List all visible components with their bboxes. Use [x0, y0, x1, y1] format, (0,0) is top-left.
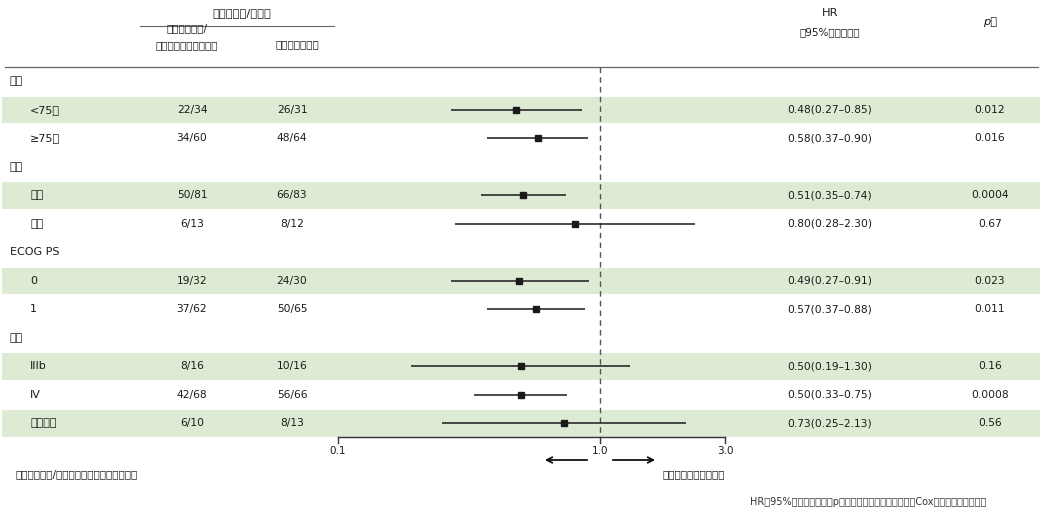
Text: 0.0004: 0.0004 [971, 190, 1009, 200]
Text: 8/16: 8/16 [180, 361, 204, 371]
Text: 6/13: 6/13 [180, 219, 204, 229]
Text: ドセタキセル群が良好: ドセタキセル群が良好 [663, 469, 726, 479]
FancyBboxPatch shape [2, 267, 1040, 294]
Text: 37/62: 37/62 [176, 304, 208, 314]
Text: 34/60: 34/60 [176, 133, 208, 143]
Text: 0.023: 0.023 [975, 276, 1005, 286]
Text: IV: IV [30, 390, 41, 400]
Text: 50/65: 50/65 [277, 304, 307, 314]
Text: アブラキサン/: アブラキサン/ [166, 23, 208, 33]
Text: 0.49(0.27–0.91): 0.49(0.27–0.91) [787, 276, 873, 286]
Text: 3.0: 3.0 [717, 446, 733, 457]
Text: 0.67: 0.67 [978, 219, 1002, 229]
Text: 病期: 病期 [10, 333, 23, 343]
Text: 0.48(0.27–0.85): 0.48(0.27–0.85) [787, 105, 873, 115]
Text: 0: 0 [30, 276, 37, 286]
Text: 66/83: 66/83 [277, 190, 307, 200]
Text: ECOG PS: ECOG PS [10, 247, 60, 257]
Text: 0.011: 0.011 [975, 304, 1005, 314]
Text: 42/68: 42/68 [176, 390, 208, 400]
Text: 8/13: 8/13 [280, 418, 304, 428]
Text: <75歳: <75歳 [30, 105, 60, 115]
Text: 24/30: 24/30 [277, 276, 307, 286]
Text: ドセタキセル群: ドセタキセル群 [276, 39, 318, 49]
Text: 術後再発: 術後再発 [30, 418, 56, 428]
Text: 男性: 男性 [30, 190, 43, 200]
Text: IIIb: IIIb [30, 361, 47, 371]
Text: 0.80(0.28–2.30): 0.80(0.28–2.30) [787, 219, 873, 229]
FancyBboxPatch shape [2, 182, 1040, 208]
Text: イベント数/症例数: イベント数/症例数 [213, 8, 271, 18]
Text: HR: HR [822, 8, 838, 18]
Text: 0.56: 0.56 [978, 418, 1002, 428]
FancyBboxPatch shape [2, 97, 1040, 123]
FancyBboxPatch shape [2, 353, 1040, 379]
Text: 0.57(0.37–0.88): 0.57(0.37–0.88) [787, 304, 873, 314]
Text: 0.50(0.19–1.30): 0.50(0.19–1.30) [787, 361, 873, 371]
Text: 0.1: 0.1 [330, 446, 347, 457]
Text: 26/31: 26/31 [277, 105, 307, 115]
Text: 0.58(0.37–0.90): 0.58(0.37–0.90) [787, 133, 873, 143]
Text: 0.51(0.35–0.74): 0.51(0.35–0.74) [787, 190, 873, 200]
Text: 8/12: 8/12 [280, 219, 304, 229]
Text: 0.50(0.33–0.75): 0.50(0.33–0.75) [787, 390, 873, 400]
Text: 0.16: 0.16 [978, 361, 1002, 371]
Text: 48/64: 48/64 [277, 133, 307, 143]
Text: 0.012: 0.012 [975, 105, 1005, 115]
Text: p値: p値 [983, 17, 997, 27]
Text: 10/16: 10/16 [277, 361, 307, 371]
Text: アブラキサン/カルボプラチン併用群が良好: アブラキサン/カルボプラチン併用群が良好 [15, 469, 137, 479]
Text: カルボプラチン併用群: カルボプラチン併用群 [156, 40, 218, 50]
Text: 性別: 性別 [10, 162, 23, 172]
Text: 1.0: 1.0 [592, 446, 609, 457]
Text: 女性: 女性 [30, 219, 43, 229]
Text: 50/81: 50/81 [176, 190, 208, 200]
Text: HR（95%信頼区間）及びp値：群のみを説明変数とするCox比例ハザードモデル: HR（95%信頼区間）及びp値：群のみを説明変数とするCox比例ハザードモデル [750, 497, 987, 507]
Text: 6/10: 6/10 [180, 418, 204, 428]
Text: 0.016: 0.016 [975, 133, 1005, 143]
Text: 年齢: 年齢 [10, 76, 23, 86]
Text: ≥75歳: ≥75歳 [30, 133, 61, 143]
Text: 0.0008: 0.0008 [971, 390, 1009, 400]
Text: 0.73(0.25–2.13): 0.73(0.25–2.13) [787, 418, 873, 428]
FancyBboxPatch shape [2, 410, 1040, 436]
Text: 1: 1 [30, 304, 37, 314]
Text: 19/32: 19/32 [176, 276, 208, 286]
Text: 56/66: 56/66 [277, 390, 307, 400]
Text: （95%信頼区間）: （95%信頼区間） [800, 27, 860, 37]
Text: 22/34: 22/34 [176, 105, 208, 115]
